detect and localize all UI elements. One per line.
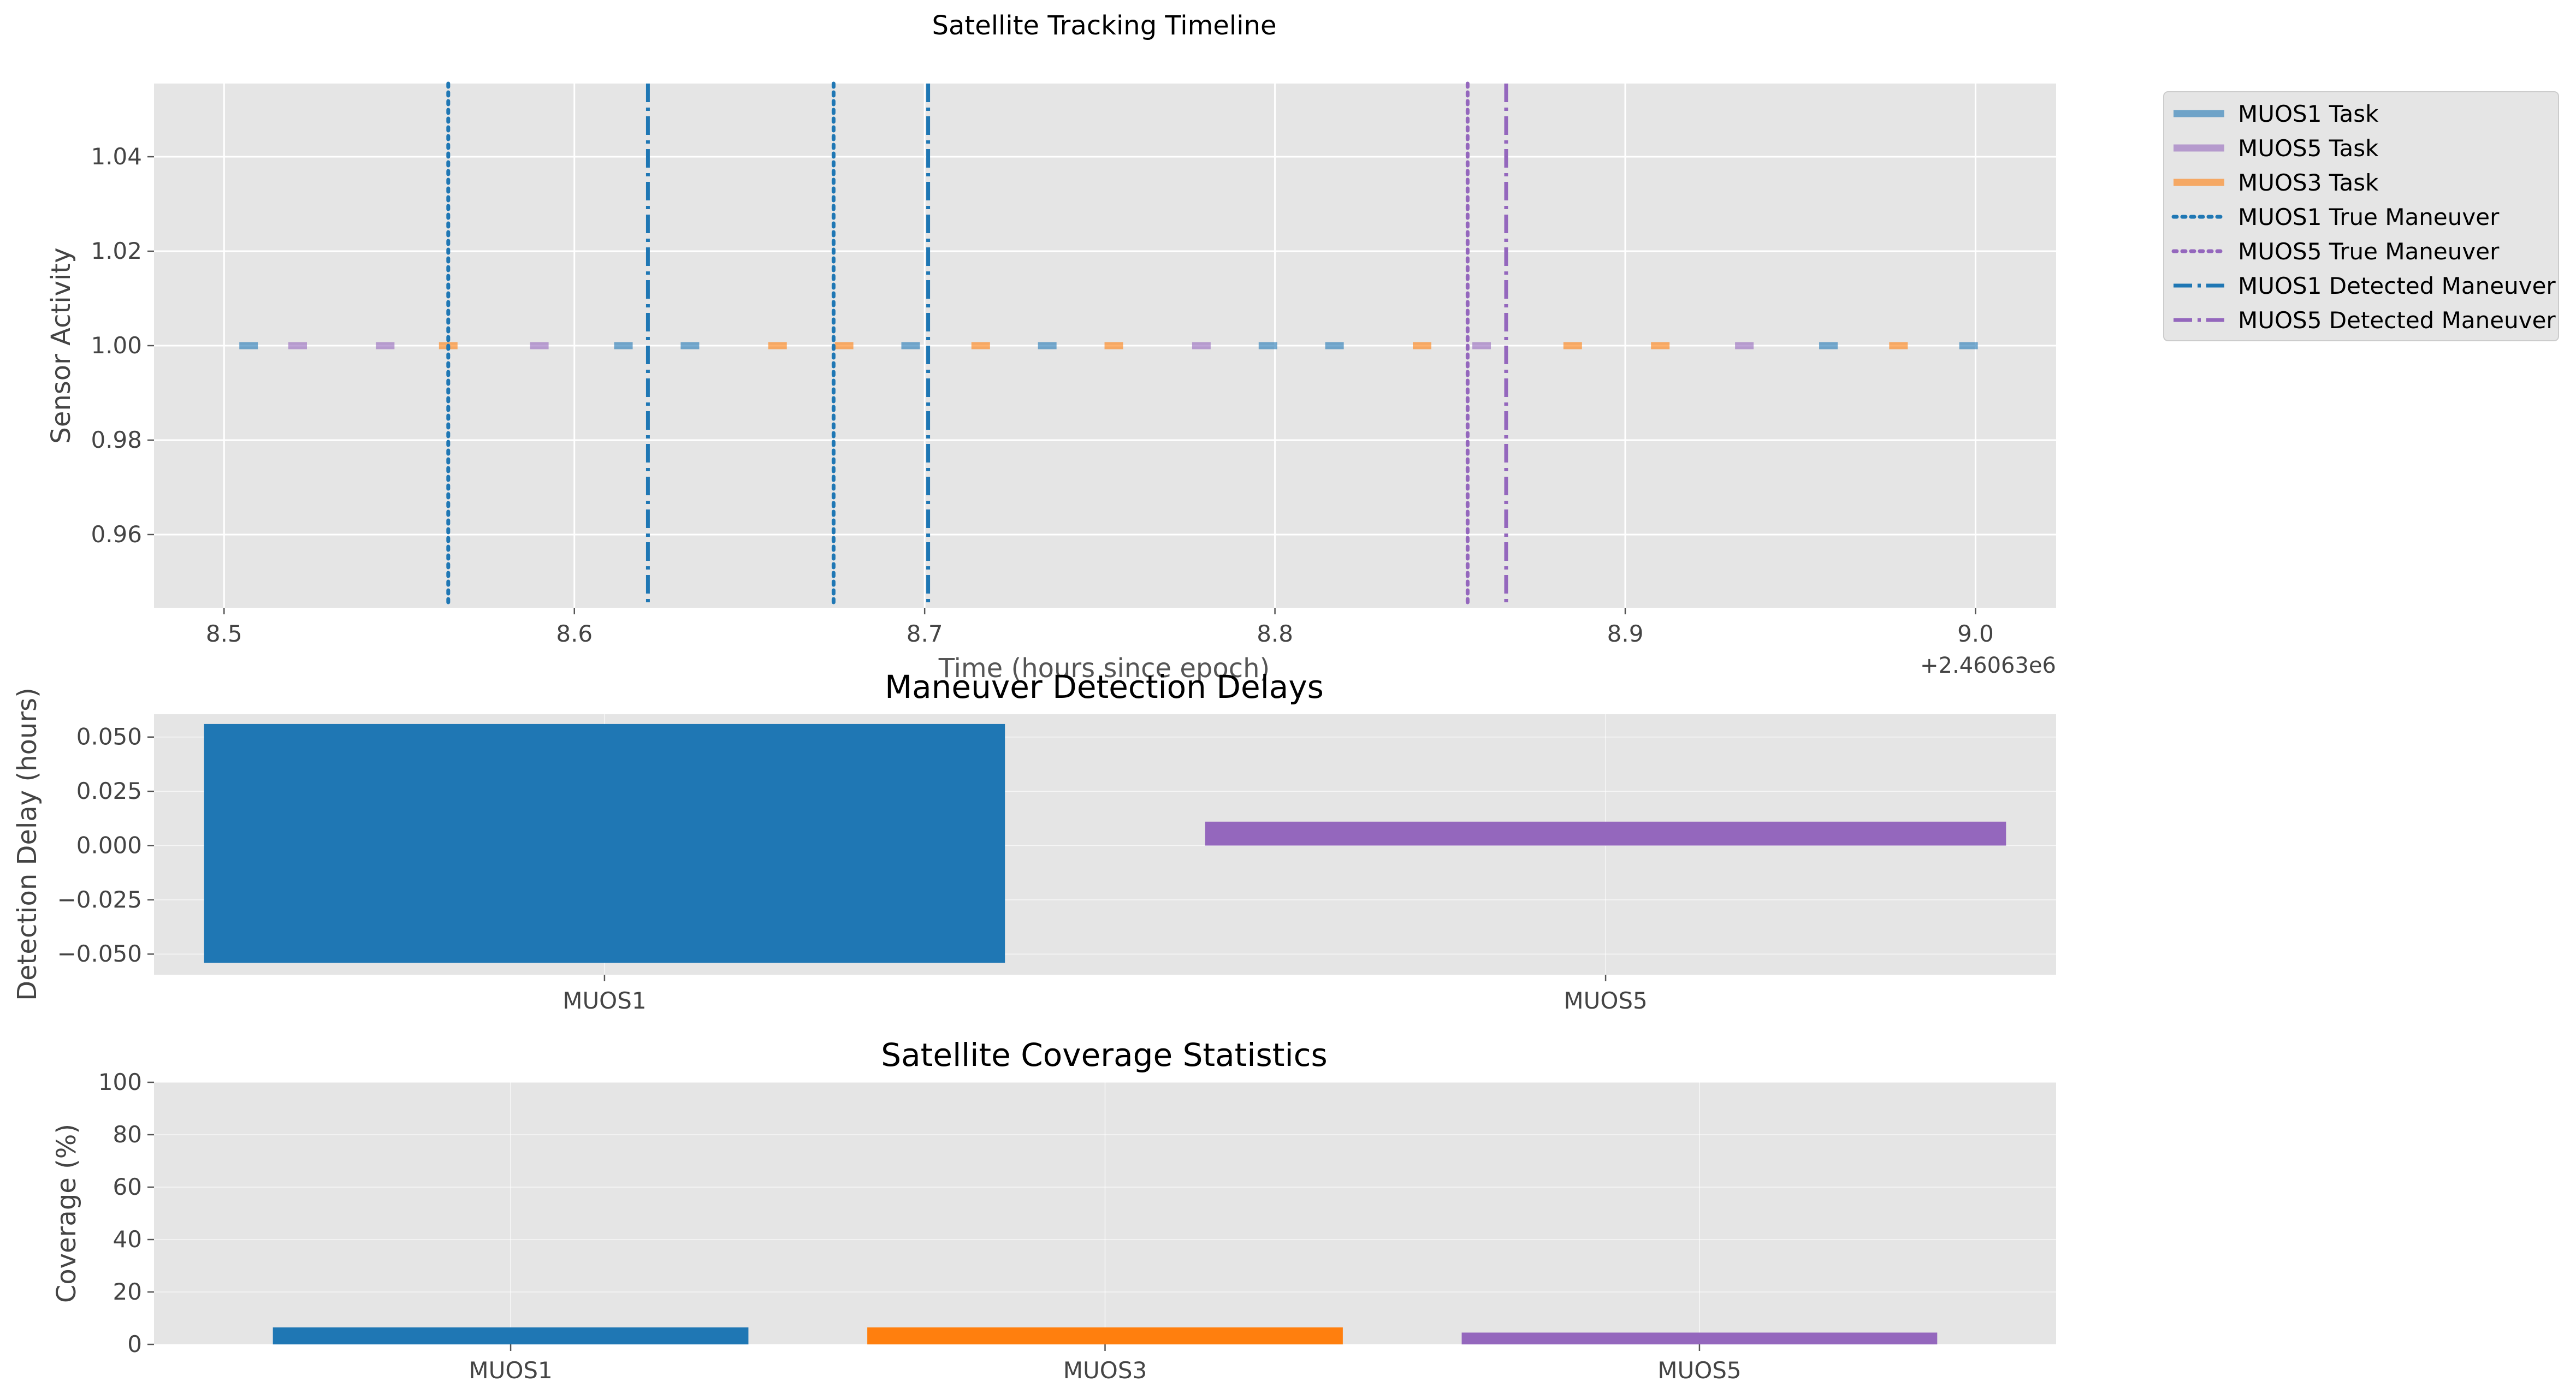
legend-label: MUOS5 True Maneuver xyxy=(2238,238,2500,265)
timeline-panel: Satellite Tracking Timeline 8.5 8.6 8.7 8.8… xyxy=(46,10,2056,684)
delays-title: Maneuver Detection Delays xyxy=(885,668,1324,706)
timeline-x-tick-label: 8.6 xyxy=(556,620,593,647)
coverage-bar-muos1 xyxy=(273,1327,749,1344)
timeline-y-tick-label: 0.98 xyxy=(91,426,142,453)
coverage-y-tick-label: 60 xyxy=(113,1173,142,1200)
timeline-x-tick-label: 8.5 xyxy=(206,620,242,647)
delays-y-tick-label: −0.050 xyxy=(57,940,142,967)
delays-marks xyxy=(204,724,2006,963)
timeline-xlabel: Time (hours since epoch) xyxy=(938,653,1270,684)
legend-label: MUOS5 Task xyxy=(2238,135,2379,162)
timeline-legend: MUOS1 Task MUOS5 Task MUOS3 Task MUOS1 True… xyxy=(2163,91,2559,341)
coverage-y-tick-label: 100 xyxy=(98,1069,142,1095)
coverage-ticks: 0 20 40 60 80 100 MUOS1 MUOS3 MUOS5 xyxy=(98,1069,1742,1384)
timeline-ticks: 8.5 8.6 8.7 8.8 8.9 9.0 0.96 0.98 1.00 1.02 1.04 xyxy=(91,143,1993,647)
timeline-x-tick-label: 9.0 xyxy=(1957,620,1994,647)
timeline-x-tick-label: 8.7 xyxy=(907,620,943,647)
coverage-x-tick-label: MUOS5 xyxy=(1657,1357,1741,1384)
coverage-bar-muos5 xyxy=(1461,1332,1938,1344)
coverage-y-tick-label: 0 xyxy=(127,1331,142,1357)
delays-panel: Maneuver Detection Delays 0.050 0.025 0.00… xyxy=(12,668,2056,1014)
coverage-y-tick-label: 40 xyxy=(113,1226,142,1253)
timeline-y-tick-label: 1.02 xyxy=(91,238,142,264)
timeline-marks xyxy=(239,81,1978,610)
legend-label: MUOS3 Task xyxy=(2238,169,2379,196)
delays-ylabel: Detection Delay (hours) xyxy=(12,687,43,1001)
legend-label: MUOS5 Detected Maneuver xyxy=(2238,307,2556,334)
timeline-y-tick-label: 1.00 xyxy=(91,332,142,359)
coverage-title: Satellite Coverage Statistics xyxy=(881,1036,1327,1074)
timeline-y-tick-label: 1.04 xyxy=(91,143,142,170)
coverage-ylabel: Coverage (%) xyxy=(51,1124,82,1303)
coverage-x-tick-label: MUOS1 xyxy=(469,1357,552,1384)
timeline-y-tick-label: 0.96 xyxy=(91,521,142,548)
timeline-ylabel: Sensor Activity xyxy=(46,247,76,443)
legend-label: MUOS1 Detected Maneuver xyxy=(2238,272,2556,299)
legend-label: MUOS1 Task xyxy=(2238,100,2379,127)
delays-y-tick-label: 0.050 xyxy=(76,724,142,750)
delays-y-tick-label: 0.000 xyxy=(76,832,142,858)
coverage-panel: Satellite Coverage Statistics 0 20 40 60 80 1… xyxy=(51,1036,2056,1384)
timeline-grid xyxy=(154,84,2056,608)
delays-x-tick-label: MUOS1 xyxy=(562,987,646,1014)
legend-frame xyxy=(2163,91,2559,341)
coverage-y-tick-label: 20 xyxy=(113,1278,142,1305)
timeline-x-tick-label: 8.8 xyxy=(1257,620,1293,647)
delays-x-tick-label: MUOS5 xyxy=(1564,987,1647,1014)
timeline-title: Satellite Tracking Timeline xyxy=(932,10,1276,41)
delay-bar-muos5 xyxy=(1205,821,2006,846)
coverage-y-tick-label: 80 xyxy=(113,1121,142,1148)
delay-bar-muos1 xyxy=(204,724,1005,963)
coverage-x-tick-label: MUOS3 xyxy=(1063,1357,1147,1384)
delays-ticks: 0.050 0.025 0.000 −0.025 −0.050 MUOS1 MUOS5 xyxy=(57,724,1648,1014)
timeline-x-offset: +2.46063e6 xyxy=(1920,653,2056,678)
delays-y-tick-label: 0.025 xyxy=(76,778,142,804)
coverage-marks xyxy=(273,1327,1938,1344)
legend-label: MUOS1 True Maneuver xyxy=(2238,204,2500,230)
delays-y-tick-label: −0.025 xyxy=(57,886,142,913)
timeline-x-tick-label: 8.9 xyxy=(1607,620,1644,647)
coverage-bar-muos3 xyxy=(867,1327,1343,1344)
